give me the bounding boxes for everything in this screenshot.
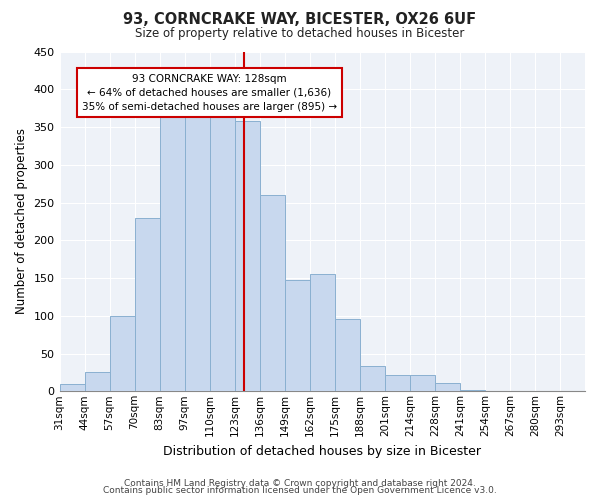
Bar [285,280,310,392]
Text: Size of property relative to detached houses in Bicester: Size of property relative to detached ho… [136,28,464,40]
Bar [485,390,510,392]
Text: 93, CORNCRAKE WAY, BICESTER, OX26 6UF: 93, CORNCRAKE WAY, BICESTER, OX26 6UF [124,12,476,28]
Bar [185,110,209,392]
Bar [435,383,460,392]
Bar [535,390,560,392]
Bar [410,374,435,392]
Bar [460,390,485,392]
Bar [510,390,535,392]
Bar [310,274,335,392]
Bar [85,372,110,392]
Bar [560,390,585,392]
Bar [160,116,185,392]
Bar [385,374,410,392]
Bar [134,218,160,392]
Text: 93 CORNCRAKE WAY: 128sqm
← 64% of detached houses are smaller (1,636)
35% of sem: 93 CORNCRAKE WAY: 128sqm ← 64% of detach… [82,74,337,112]
Y-axis label: Number of detached properties: Number of detached properties [15,128,28,314]
Bar [59,384,85,392]
Text: Contains public sector information licensed under the Open Government Licence v3: Contains public sector information licen… [103,486,497,495]
Bar [260,195,285,392]
Bar [209,108,235,392]
Text: Contains HM Land Registry data © Crown copyright and database right 2024.: Contains HM Land Registry data © Crown c… [124,478,476,488]
Bar [110,316,134,392]
Bar [360,366,385,392]
Bar [335,319,360,392]
X-axis label: Distribution of detached houses by size in Bicester: Distribution of detached houses by size … [163,444,481,458]
Bar [235,121,260,392]
